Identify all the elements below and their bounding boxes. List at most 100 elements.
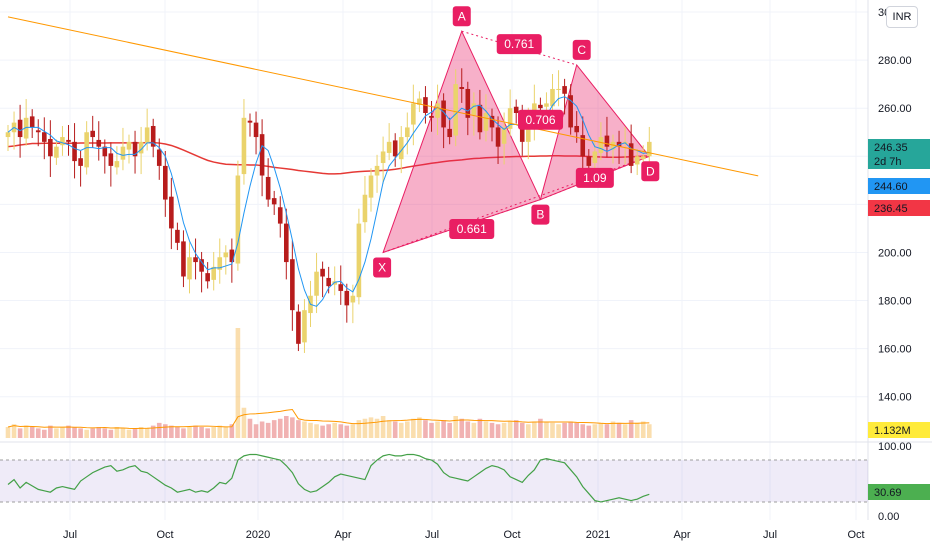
volume-bar	[308, 422, 313, 438]
candle-body	[495, 127, 501, 147]
volume-bars	[5, 328, 652, 438]
candle-body	[562, 86, 567, 94]
volume-ma-line	[7, 409, 650, 430]
volume-bar	[447, 422, 452, 438]
ratio-ac-label-bg	[496, 34, 542, 55]
volume-bar	[356, 420, 362, 438]
volume-bar	[265, 422, 271, 438]
candle-body	[477, 104, 483, 133]
candle-body	[592, 151, 598, 164]
candle-body	[507, 108, 513, 129]
volume-bar	[259, 421, 265, 438]
volume-bar	[229, 424, 235, 438]
x-tick: Oct	[156, 529, 173, 541]
candle-body	[465, 88, 471, 118]
candle-body	[362, 194, 368, 223]
currency-badge[interactable]: INR	[886, 6, 918, 28]
ma-long	[7, 141, 650, 175]
candle-body	[302, 310, 307, 343]
ratio-ac-label: 0.761	[504, 37, 534, 51]
last-price-label: 246.35	[874, 142, 908, 154]
volume-bar	[66, 425, 71, 438]
candle-body	[72, 141, 77, 162]
volume-bar	[568, 421, 573, 438]
harmonic-pattern	[382, 29, 651, 254]
x-tick: Apr	[673, 529, 690, 541]
ratio-xb-label: 0.661	[457, 222, 487, 236]
candle-body	[138, 141, 144, 154]
candle-body	[568, 95, 573, 128]
candle-body	[344, 290, 350, 306]
candle-body	[144, 127, 150, 144]
volume-bar	[411, 418, 416, 438]
candle-body	[647, 141, 652, 157]
candle-body	[640, 156, 646, 160]
volume-bar	[477, 418, 483, 438]
candle-body	[598, 137, 604, 153]
volume-bar	[495, 424, 501, 438]
candle-body	[429, 115, 434, 118]
volume-bar	[392, 421, 398, 438]
volume-bar	[453, 416, 458, 438]
volume-bar	[562, 422, 567, 438]
candle-body	[169, 196, 174, 229]
candle-body	[586, 156, 592, 166]
volume-bar	[54, 428, 59, 438]
oscillator-label: 30.69	[874, 487, 902, 499]
price-labels: 246.35 2d 7h 244.60 236.45 1.132M 30.69	[868, 139, 930, 500]
osc-tick: 100.00	[878, 441, 912, 453]
x-tick: Jul	[63, 529, 77, 541]
volume-bar	[338, 424, 344, 438]
ma-long-line	[7, 141, 650, 175]
candle-body	[5, 132, 11, 138]
oscillator-line	[7, 453, 650, 503]
oscillator	[7, 453, 650, 503]
candle-body	[241, 117, 247, 175]
candle-body	[60, 137, 65, 146]
candle-body	[205, 273, 210, 282]
candle-body	[368, 175, 374, 198]
volume-bar	[513, 420, 519, 438]
candle-body	[441, 100, 446, 128]
x-tick: Oct	[503, 529, 520, 541]
volume-bar	[435, 421, 440, 438]
candle-body	[193, 257, 198, 263]
last-price-label-bg	[868, 139, 930, 169]
volume-bar	[48, 425, 53, 438]
volume-bar	[42, 429, 47, 438]
volume-bar	[350, 424, 356, 438]
volume-bar	[235, 328, 241, 438]
candles	[5, 68, 652, 353]
candle-body	[296, 311, 301, 344]
volume-bar	[84, 429, 89, 438]
candle-body	[42, 132, 47, 142]
candle-body	[223, 252, 229, 258]
volume-bar	[429, 422, 434, 438]
candle-body	[247, 120, 253, 123]
candle-body	[628, 143, 634, 166]
candle-body	[453, 84, 458, 136]
candle-body	[411, 103, 416, 125]
volume-bar	[23, 425, 29, 438]
volume-bar	[622, 424, 628, 438]
candle-body	[332, 281, 337, 285]
volume-bar	[138, 427, 144, 438]
volume-bar	[544, 421, 549, 438]
candle-body	[175, 229, 180, 243]
candle-body	[435, 103, 440, 118]
volume-bar	[199, 427, 204, 438]
candle-body	[538, 104, 543, 109]
volume-bar	[423, 420, 428, 438]
candle-body	[156, 149, 162, 166]
volume-bar	[72, 427, 77, 438]
candle-body	[459, 87, 465, 89]
volume-bar	[247, 418, 253, 438]
candle-body	[271, 198, 277, 205]
ratio-bd-label-bg	[575, 167, 614, 188]
volume-bar	[211, 427, 216, 438]
point-c-label-bg	[572, 39, 591, 60]
volume-ma	[7, 409, 650, 430]
volume-bar	[538, 418, 543, 438]
candle-body	[398, 137, 404, 160]
